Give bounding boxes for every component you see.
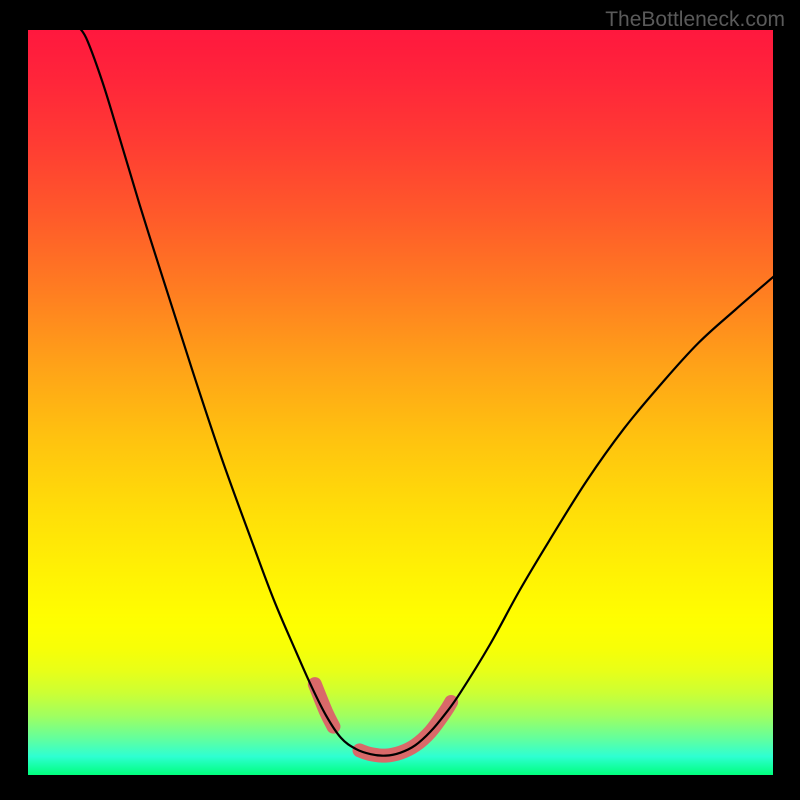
- main-curve: [80, 29, 774, 756]
- chart-svg: [28, 30, 773, 775]
- watermark-text: TheBottleneck.com: [605, 8, 785, 32]
- highlight-segment: [360, 702, 452, 756]
- highlight-segment: [315, 684, 334, 726]
- plot-area: [28, 30, 773, 775]
